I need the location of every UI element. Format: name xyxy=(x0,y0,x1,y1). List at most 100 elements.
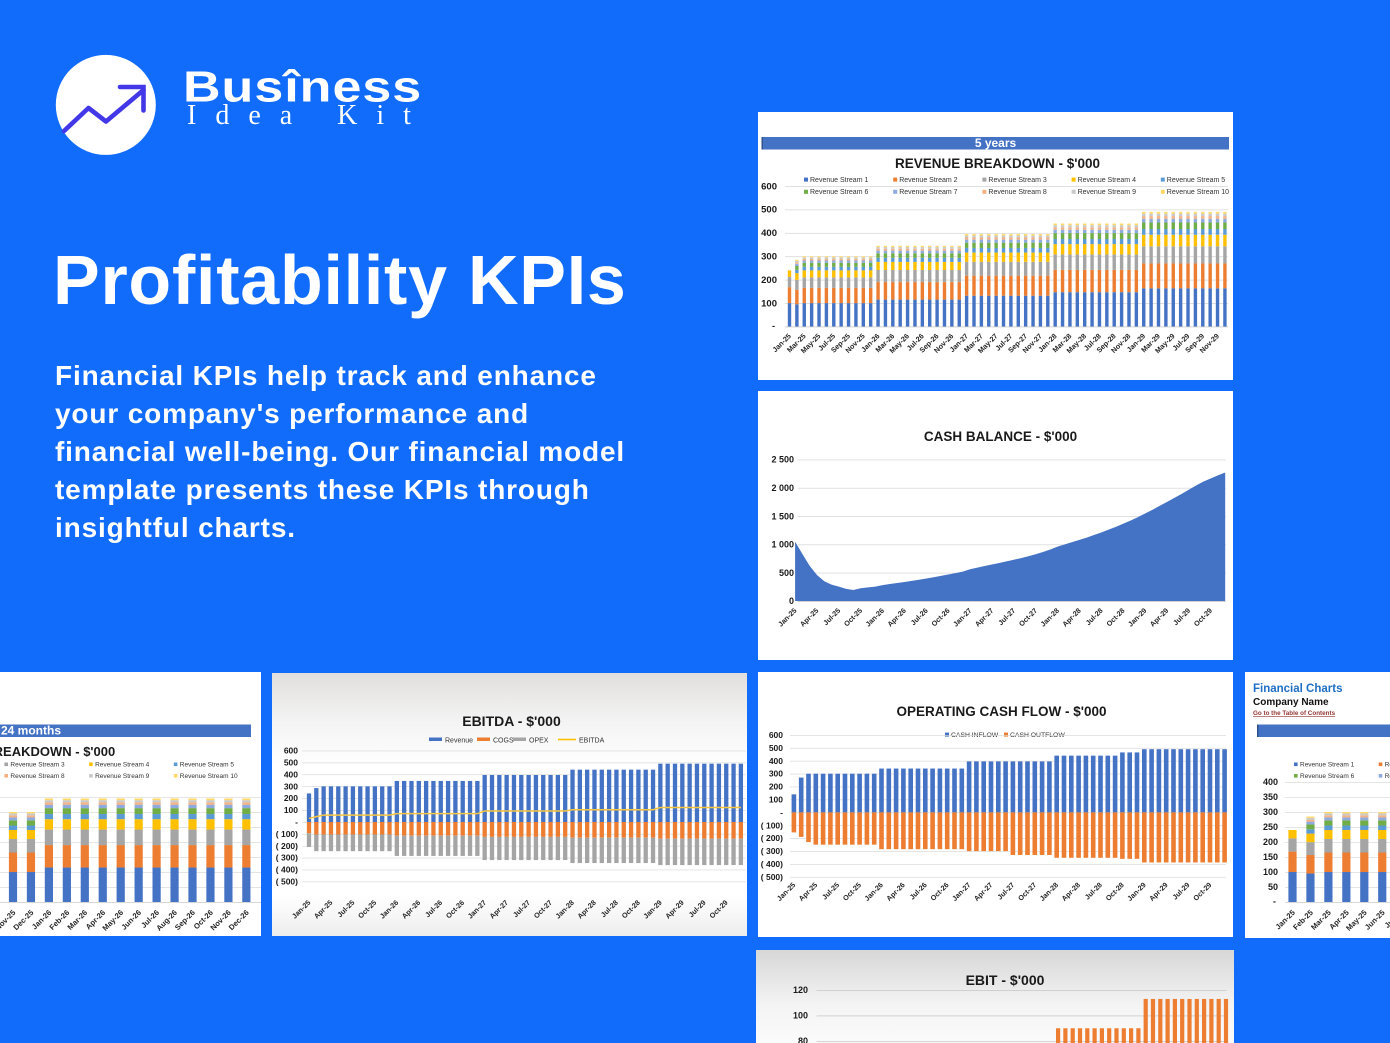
svg-text:Revenue Stream 5: Revenue Stream 5 xyxy=(1167,177,1225,184)
svg-text:1 500: 1 500 xyxy=(771,511,794,521)
svg-text:Revenue Stream 4: Revenue Stream 4 xyxy=(1078,177,1136,184)
svg-text:Apr-26: Apr-26 xyxy=(884,880,906,902)
svg-text:Oct-29: Oct-29 xyxy=(1191,880,1213,902)
svg-text:REVENUE BREAKDOWN - $'000: REVENUE BREAKDOWN - $'000 xyxy=(0,744,115,759)
svg-text:Jun-25: Jun-25 xyxy=(1362,908,1386,932)
svg-text:Jul-26: Jul-26 xyxy=(908,880,929,901)
svg-text:EBITDA: EBITDA xyxy=(579,738,605,745)
svg-text:Jan-27: Jan-27 xyxy=(951,606,973,628)
svg-text:Revenue Stream 2: Revenue Stream 2 xyxy=(1384,762,1390,769)
svg-text:Jan-26: Jan-26 xyxy=(862,880,884,902)
svg-text:REVENUE BREAKDOWN - $'000: REVENUE BREAKDOWN - $'000 xyxy=(895,156,1100,171)
svg-text:100: 100 xyxy=(793,1011,808,1021)
svg-text:Jul-28: Jul-28 xyxy=(1083,880,1104,901)
svg-text:( 200): ( 200) xyxy=(276,841,298,851)
svg-text:400: 400 xyxy=(284,769,298,779)
svg-text:( 300): ( 300) xyxy=(761,846,783,856)
svg-text:Oct-28: Oct-28 xyxy=(1104,880,1126,902)
svg-text:5 years: 5 years xyxy=(975,136,1017,150)
svg-text:Revenue Stream 9: Revenue Stream 9 xyxy=(1078,189,1136,196)
svg-text:Jan-27: Jan-27 xyxy=(950,880,972,902)
svg-text:Jul-25: Jul-25 xyxy=(821,606,842,627)
svg-text:Apr-28: Apr-28 xyxy=(1060,606,1082,628)
svg-text:1 000: 1 000 xyxy=(771,540,794,550)
svg-text:Revenue Stream 1: Revenue Stream 1 xyxy=(1300,762,1355,769)
svg-text:24 months: 24 months xyxy=(1,724,61,738)
svg-text:Revenue Stream 8: Revenue Stream 8 xyxy=(988,189,1046,196)
svg-text:0: 0 xyxy=(789,596,794,606)
svg-text:Apr-28: Apr-28 xyxy=(1060,880,1082,902)
svg-text:CASH BALANCE - $'000: CASH BALANCE - $'000 xyxy=(924,429,1077,444)
svg-text:( 400): ( 400) xyxy=(761,859,783,869)
svg-text:500: 500 xyxy=(761,205,777,216)
svg-text:Apr-25: Apr-25 xyxy=(797,880,819,902)
svg-text:600: 600 xyxy=(761,181,777,192)
svg-text:Jul-25: Jul-25 xyxy=(820,880,841,901)
svg-text:Revenue Stream 10: Revenue Stream 10 xyxy=(180,773,238,780)
svg-text:Oct-26: Oct-26 xyxy=(929,606,951,628)
svg-text:( 500): ( 500) xyxy=(761,872,783,882)
svg-text:Apr-25: Apr-25 xyxy=(798,606,820,628)
svg-text:Revenue: Revenue xyxy=(445,738,473,745)
svg-text:100: 100 xyxy=(769,795,783,805)
svg-text:Dec-26: Dec-26 xyxy=(227,908,251,932)
svg-text:Sep-26: Sep-26 xyxy=(173,908,197,932)
svg-text:Jun-26: Jun-26 xyxy=(119,908,143,932)
svg-text:Oct-25: Oct-25 xyxy=(842,606,864,628)
svg-text:Jan-28: Jan-28 xyxy=(1038,880,1060,902)
svg-text:Company Name: Company Name xyxy=(1253,697,1329,708)
svg-text:Oct-26: Oct-26 xyxy=(928,880,950,902)
svg-text:Apr-27: Apr-27 xyxy=(972,880,994,902)
svg-text:200: 200 xyxy=(769,782,783,792)
svg-text:100: 100 xyxy=(1262,867,1277,877)
svg-text:500: 500 xyxy=(284,758,298,768)
svg-text:OPEX: OPEX xyxy=(529,738,549,745)
svg-text:Oct-28: Oct-28 xyxy=(1104,606,1126,628)
svg-text:Revenue Stream 5: Revenue Stream 5 xyxy=(180,762,235,769)
svg-text:-: - xyxy=(780,807,783,817)
svg-text:Jan-25: Jan-25 xyxy=(776,606,798,628)
svg-text:Jan-25: Jan-25 xyxy=(775,880,797,902)
svg-text:Jan-29: Jan-29 xyxy=(1125,880,1147,902)
svg-text:300: 300 xyxy=(761,252,777,263)
svg-text:250: 250 xyxy=(1262,822,1277,832)
svg-text:300: 300 xyxy=(769,769,783,779)
svg-text:( 200): ( 200) xyxy=(761,833,783,843)
svg-text:600: 600 xyxy=(769,730,783,740)
svg-text:100: 100 xyxy=(284,805,298,815)
svg-text:Go to the Table of Contents: Go to the Table of Contents xyxy=(1253,710,1336,717)
svg-text:100: 100 xyxy=(761,298,777,309)
svg-text:Jul-29: Jul-29 xyxy=(1170,880,1191,901)
svg-text:Revenue Stream 4: Revenue Stream 4 xyxy=(95,762,150,769)
svg-text:Apr-26: Apr-26 xyxy=(885,606,907,628)
svg-text:Jul-27: Jul-27 xyxy=(996,606,1017,627)
svg-text:Apr-29: Apr-29 xyxy=(1147,880,1169,902)
svg-text:( 500): ( 500) xyxy=(276,877,298,887)
svg-text:Revenue Stream 3: Revenue Stream 3 xyxy=(988,177,1046,184)
svg-text:Revenue Stream 6: Revenue Stream 6 xyxy=(810,189,868,196)
svg-text:50: 50 xyxy=(1267,882,1277,892)
svg-text:Jul-26: Jul-26 xyxy=(909,606,930,627)
svg-text:Revenue Stream 8: Revenue Stream 8 xyxy=(10,773,65,780)
svg-text:200: 200 xyxy=(761,275,777,286)
svg-text:Oct-27: Oct-27 xyxy=(1016,880,1038,902)
svg-text:120: 120 xyxy=(793,985,808,995)
svg-text:Apr-29: Apr-29 xyxy=(1148,606,1170,628)
svg-text:Jan-29: Jan-29 xyxy=(1126,606,1148,628)
svg-text:Revenue Stream 7: Revenue Stream 7 xyxy=(1384,773,1390,780)
svg-text:Oct-29: Oct-29 xyxy=(1192,606,1214,628)
svg-text:( 100): ( 100) xyxy=(276,829,298,839)
svg-text:Financial Charts: Financial Charts xyxy=(1253,683,1342,695)
svg-text:EBIT - $'000: EBIT - $'000 xyxy=(966,972,1045,988)
svg-text:Revenue Stream 2: Revenue Stream 2 xyxy=(899,177,957,184)
svg-text:350: 350 xyxy=(1262,792,1277,802)
svg-text:150: 150 xyxy=(1262,852,1277,862)
svg-text:Jul-25: Jul-25 xyxy=(1382,908,1390,930)
svg-text:OPERATING CASH FLOW - $'000: OPERATING CASH FLOW - $'000 xyxy=(897,704,1107,719)
svg-text:300: 300 xyxy=(284,781,298,791)
svg-text:Jul-29: Jul-29 xyxy=(1171,606,1192,627)
svg-text:Revenue Stream 6: Revenue Stream 6 xyxy=(1300,773,1355,780)
svg-text:( 100): ( 100) xyxy=(761,820,783,830)
svg-text:( 300): ( 300) xyxy=(276,853,298,863)
svg-text:80: 80 xyxy=(798,1036,808,1043)
